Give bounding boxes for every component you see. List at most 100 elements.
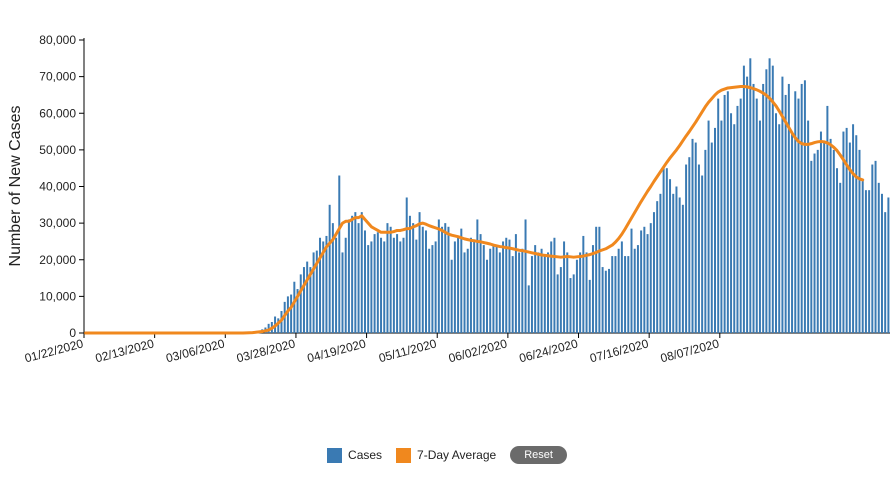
- case-bar: [573, 274, 575, 333]
- case-bar: [457, 238, 459, 333]
- case-bar: [399, 241, 401, 333]
- case-bar: [319, 238, 321, 333]
- case-bar: [508, 240, 510, 333]
- case-bar: [884, 212, 886, 333]
- case-bar: [868, 190, 870, 333]
- case-bar: [361, 212, 363, 333]
- case-bar: [852, 124, 854, 333]
- case-bar: [688, 157, 690, 333]
- case-bar: [358, 223, 360, 333]
- case-bar: [537, 252, 539, 333]
- case-bar: [746, 77, 748, 333]
- case-bar: [807, 121, 809, 333]
- case-bar: [724, 95, 726, 333]
- case-bar: [415, 240, 417, 333]
- case-bar: [753, 84, 755, 333]
- case-bar: [531, 256, 533, 333]
- case-bar: [810, 161, 812, 333]
- case-bar: [438, 219, 440, 333]
- x-tick-label: 03/28/2020: [235, 336, 297, 365]
- case-bar: [846, 128, 848, 333]
- x-tick-label: 03/06/2020: [164, 336, 226, 365]
- case-bar: [544, 256, 546, 333]
- case-bar: [486, 260, 488, 333]
- case-bar: [403, 238, 405, 333]
- case-bar: [634, 249, 636, 333]
- y-tick-label: 80,000: [39, 33, 76, 47]
- case-bar: [820, 132, 822, 333]
- case-bar: [826, 106, 828, 333]
- case-bar: [541, 249, 543, 333]
- case-bar: [454, 241, 456, 333]
- case-bar: [406, 197, 408, 333]
- legend-label-average: 7-Day Average: [417, 448, 496, 462]
- case-bar: [419, 212, 421, 333]
- case-bar: [759, 121, 761, 333]
- case-bar: [467, 249, 469, 333]
- case-bar: [499, 252, 501, 333]
- case-bar: [727, 91, 729, 333]
- case-bar: [797, 99, 799, 333]
- case-bar: [608, 269, 610, 333]
- case-bar: [364, 230, 366, 333]
- x-tick-label: 05/11/2020: [377, 336, 438, 365]
- case-bar: [653, 212, 655, 333]
- case-bar: [765, 69, 767, 333]
- case-bar: [354, 212, 356, 333]
- case-bar: [595, 227, 597, 333]
- case-bar: [428, 249, 430, 333]
- case-bar: [647, 234, 649, 333]
- case-bar: [547, 252, 549, 333]
- case-bar: [733, 124, 735, 333]
- y-tick-label: 40,000: [39, 180, 76, 194]
- bars-group: [245, 58, 889, 333]
- case-bar: [566, 252, 568, 333]
- case-bar: [476, 219, 478, 333]
- case-bar: [762, 84, 764, 333]
- y-tick-label: 60,000: [39, 106, 76, 120]
- case-bar: [502, 241, 504, 333]
- legend: Cases 7-Day Average Reset: [0, 444, 894, 466]
- case-bar: [451, 260, 453, 333]
- y-axis: 010,00020,00030,00040,00050,00060,00070,…: [39, 33, 84, 340]
- case-bar: [862, 179, 864, 333]
- case-bar: [730, 113, 732, 333]
- case-bar: [675, 187, 677, 334]
- case-bar: [342, 252, 344, 333]
- x-tick-label: 07/16/2020: [588, 336, 650, 365]
- case-bar: [794, 91, 796, 333]
- legend-swatch-average: [396, 448, 411, 463]
- case-bar: [592, 245, 594, 333]
- case-bar: [435, 241, 437, 333]
- case-bar: [637, 245, 639, 333]
- case-bar: [736, 106, 738, 333]
- case-bar: [505, 238, 507, 333]
- case-bar: [871, 165, 873, 333]
- case-bar: [621, 241, 623, 333]
- y-tick-label: 20,000: [39, 253, 76, 267]
- reset-button[interactable]: Reset: [510, 446, 567, 464]
- y-tick-label: 10,000: [39, 289, 76, 303]
- case-bar: [708, 121, 710, 333]
- case-bar: [557, 274, 559, 333]
- case-bar: [553, 238, 555, 333]
- legend-swatch-cases: [327, 448, 342, 463]
- case-bar: [412, 223, 414, 333]
- case-bar: [470, 238, 472, 333]
- y-tick-label: 70,000: [39, 70, 76, 84]
- case-bar: [586, 252, 588, 333]
- case-bar: [833, 150, 835, 333]
- case-bar: [875, 161, 877, 333]
- legend-item-cases[interactable]: Cases: [327, 448, 382, 463]
- case-bar: [878, 183, 880, 333]
- case-bar: [720, 121, 722, 333]
- legend-item-average[interactable]: 7-Day Average: [396, 448, 496, 463]
- case-bar: [817, 150, 819, 333]
- case-bar: [679, 197, 681, 333]
- case-bar: [560, 267, 562, 333]
- case-bar: [367, 245, 369, 333]
- case-bar: [293, 282, 295, 333]
- case-bar: [836, 168, 838, 333]
